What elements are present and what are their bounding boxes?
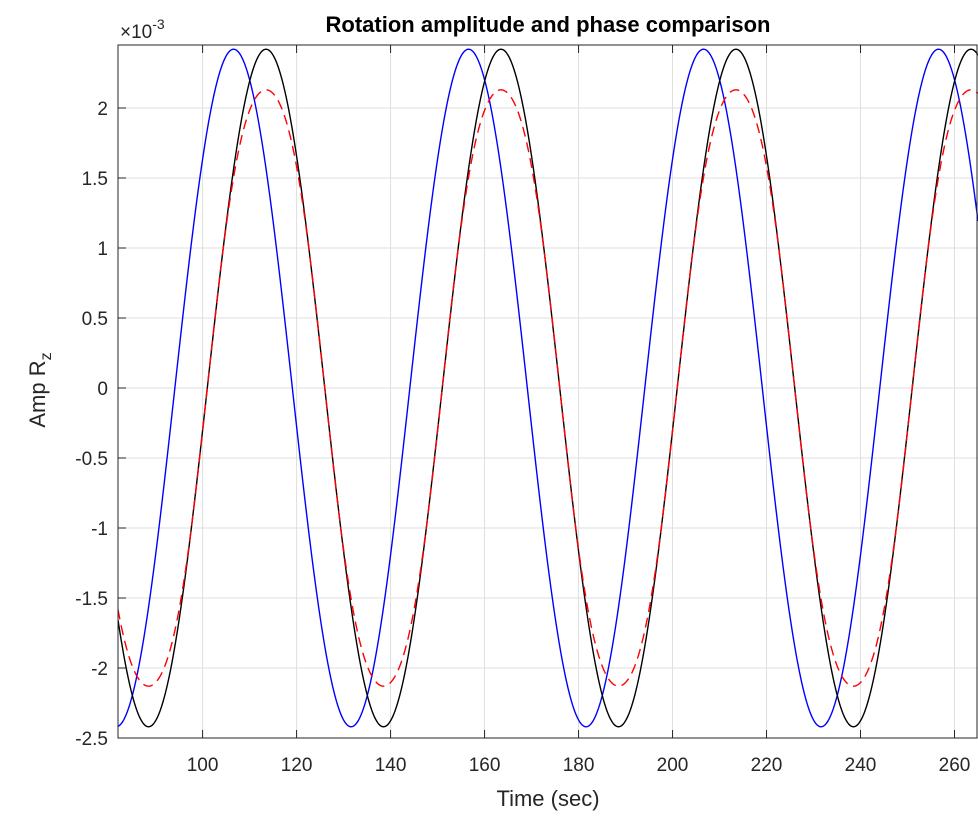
chart-title: Rotation amplitude and phase comparison — [326, 12, 771, 37]
x-tick-label: 100 — [187, 755, 219, 776]
y-axis-title: Amp Rz — [25, 352, 55, 427]
y-tick-label: -1.5 — [75, 589, 108, 610]
y-tick-label: -1 — [91, 519, 108, 540]
y-tick-label: -2 — [91, 659, 108, 680]
y-tick-label: 1.5 — [82, 169, 108, 190]
y-tick-label: 2 — [97, 99, 108, 120]
axes-box — [117, 44, 978, 739]
y-tick-label: 0.5 — [82, 309, 108, 330]
y-axis-title-main: Amp R — [25, 360, 50, 427]
x-tick-label: 260 — [939, 755, 971, 776]
x-tick-label: 140 — [375, 755, 407, 776]
y-tick-label: 0 — [97, 379, 108, 400]
x-tick-label: 120 — [281, 755, 313, 776]
y-axis-exponent: ×10-3 — [120, 16, 165, 43]
y-axis-exponent-power: -3 — [152, 16, 165, 32]
x-axis-title: Time (sec) — [496, 786, 599, 811]
y-tick-label: 1 — [97, 239, 108, 260]
series-line — [118, 48, 978, 728]
series-layer — [118, 48, 978, 728]
series-line — [118, 48, 978, 728]
x-tick-label: 220 — [751, 755, 783, 776]
y-axis-title-subscript: z — [38, 352, 55, 360]
y-tick-label: -2.5 — [75, 729, 108, 750]
y-tick-label: -0.5 — [75, 449, 108, 470]
y-axis-exponent-base: ×10 — [120, 22, 152, 43]
x-tick-label: 240 — [845, 755, 877, 776]
ticks: 100 120 140 160 180 200 220 240 260-2.5-2-1.5-1-… — [75, 45, 970, 776]
x-tick-label: 160 — [469, 755, 501, 776]
x-tick-label: 180 — [563, 755, 595, 776]
x-tick-label: 200 — [657, 755, 689, 776]
